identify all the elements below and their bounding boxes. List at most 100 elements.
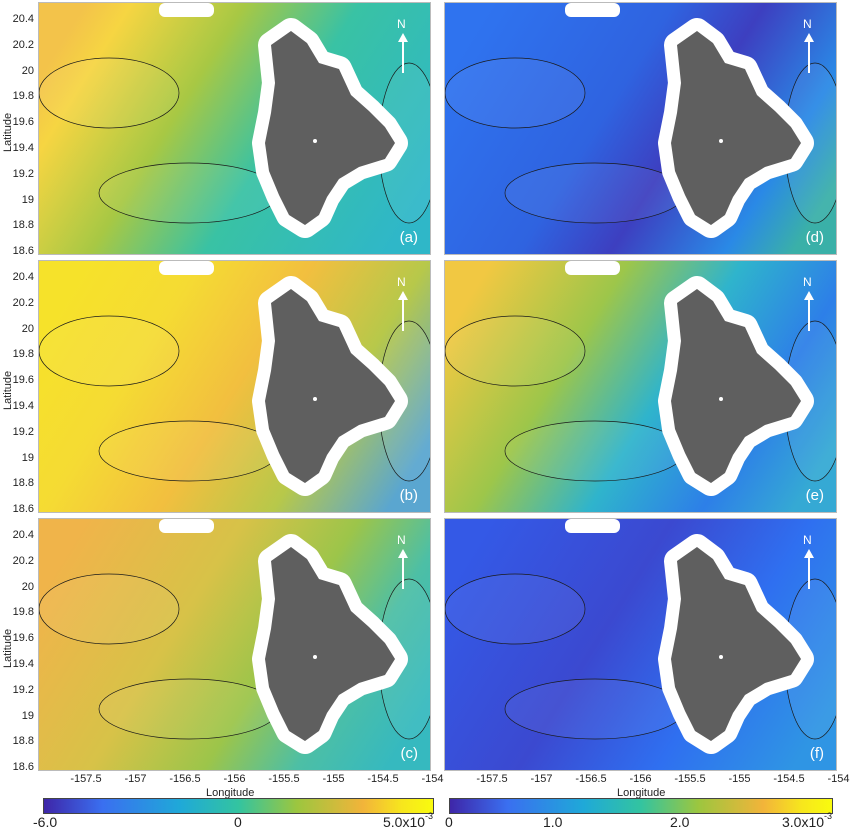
contour-line xyxy=(504,420,686,482)
colorbar-right-max-label: 3.0x10-3 xyxy=(782,811,832,830)
station-marker xyxy=(719,139,723,143)
latitude-tick: 20 xyxy=(21,580,34,593)
latitude-tick: 20.2 xyxy=(12,38,34,51)
ocean-field xyxy=(445,261,836,512)
map-panel-d: N (d) xyxy=(444,2,837,255)
colorbar-left-max-label: 5.0x10-3 xyxy=(383,811,434,830)
north-arrow-icon: N xyxy=(396,17,410,77)
maui-coast xyxy=(565,519,620,533)
longitude-tick: -155 xyxy=(728,773,751,785)
latitude-tick: 20 xyxy=(21,64,34,77)
station-marker xyxy=(719,397,723,401)
latitude-tick: 20.4 xyxy=(12,13,34,25)
station-marker xyxy=(313,397,317,401)
maui-coast xyxy=(565,3,620,17)
island-land xyxy=(671,289,801,483)
longitude-tick: -156 xyxy=(223,773,246,785)
contour-line xyxy=(39,315,180,387)
maui-coast xyxy=(159,519,214,533)
latitude-tick: 20.4 xyxy=(12,271,34,283)
colorbar-right-label-1: 1.0 xyxy=(543,814,563,830)
panel-label: (b) xyxy=(399,487,418,504)
latitude-tick: 19.4 xyxy=(12,400,34,412)
contour-line xyxy=(98,162,280,224)
north-label: N xyxy=(803,533,812,547)
latitude-tick: 19.4 xyxy=(12,142,34,154)
longitude-tick: -156.5 xyxy=(169,773,201,785)
longitude-tick: -154.5 xyxy=(773,773,805,785)
colorbar-right-label-2: 2.0 xyxy=(670,814,690,830)
north-arrow-icon: N xyxy=(802,275,816,335)
longitude-tick: -157.5 xyxy=(476,773,508,785)
latitude-tick: 18.6 xyxy=(12,503,34,516)
north-arrow-icon: N xyxy=(802,533,816,593)
station-marker xyxy=(313,139,317,143)
latitude-tick: 19.6 xyxy=(12,116,34,129)
map-panel-f: N (f) xyxy=(444,518,837,771)
x-axis-label-left: Longitude xyxy=(206,787,255,799)
ocean-field xyxy=(39,261,430,512)
panel-label: (e) xyxy=(805,487,824,504)
contour-line xyxy=(445,57,586,129)
maui-coast xyxy=(159,3,214,17)
colorbar-left-max-exponent: -3 xyxy=(425,811,434,821)
north-label: N xyxy=(803,17,812,31)
contour-line xyxy=(504,162,686,224)
latitude-tick: 20.2 xyxy=(12,554,34,567)
longitude-tick: -156 xyxy=(629,773,652,785)
latitude-tick: 19.6 xyxy=(12,374,34,387)
ocean-field xyxy=(445,519,836,770)
longitude-tick: -154 xyxy=(827,773,850,785)
longitude-tick: -157 xyxy=(124,773,147,785)
colorbar-right xyxy=(449,798,833,814)
station-marker xyxy=(313,655,317,659)
longitude-tick: -155.5 xyxy=(268,773,300,785)
contour-line xyxy=(504,678,686,740)
longitude-tick: -154 xyxy=(421,773,444,785)
panel-label: (a) xyxy=(399,229,418,246)
latitude-tick: 19.8 xyxy=(12,606,34,619)
latitude-tick: 18.8 xyxy=(12,219,34,232)
latitude-tick: 20.2 xyxy=(12,296,34,309)
north-label: N xyxy=(803,275,812,289)
x-axis-label-right: Longitude xyxy=(617,787,666,799)
colorbar-left-max-value: 5.0x10 xyxy=(383,814,426,830)
latitude-tick: 18.6 xyxy=(12,761,34,774)
north-label: N xyxy=(397,533,406,547)
latitude-tick: 19.2 xyxy=(12,167,34,180)
colorbar-right-max-value: 3.0x10 xyxy=(782,814,825,830)
latitude-tick: 20 xyxy=(21,322,34,335)
contour-line xyxy=(39,57,180,129)
latitude-tick: 19.6 xyxy=(12,632,34,645)
latitude-tick: 18.6 xyxy=(12,245,34,258)
north-label: N xyxy=(397,17,406,31)
latitude-tick: 18.8 xyxy=(12,735,34,748)
longitude-tick: -157.5 xyxy=(70,773,102,785)
colorbar-right-label-0: 0 xyxy=(445,814,453,830)
contour-line xyxy=(445,573,586,645)
north-arrow-icon: N xyxy=(396,533,410,593)
panel-label: (c) xyxy=(400,745,419,762)
latitude-tick: 19 xyxy=(21,451,34,464)
colorbar-left xyxy=(43,798,434,814)
latitude-tick: 18.8 xyxy=(12,477,34,490)
ocean-field xyxy=(39,519,430,770)
panel-label: (d) xyxy=(805,229,824,246)
island-land xyxy=(671,547,801,741)
north-arrow-icon: N xyxy=(396,275,410,335)
latitude-tick: 19.2 xyxy=(12,425,34,438)
colorbar-left-min-label: -6.0 xyxy=(33,814,58,830)
maui-coast xyxy=(159,261,214,275)
north-label: N xyxy=(397,275,406,289)
contour-line xyxy=(98,420,280,482)
latitude-tick: 20.4 xyxy=(12,529,34,541)
island-land xyxy=(671,31,801,225)
longitude-tick: -156.5 xyxy=(575,773,607,785)
map-panel-c: N (c) xyxy=(38,518,431,771)
ocean-field xyxy=(445,3,836,254)
contour-line xyxy=(445,315,586,387)
longitude-tick: -154.5 xyxy=(367,773,399,785)
contour-line xyxy=(39,573,180,645)
latitude-tick: 19.8 xyxy=(12,348,34,361)
ocean-field xyxy=(39,3,430,254)
